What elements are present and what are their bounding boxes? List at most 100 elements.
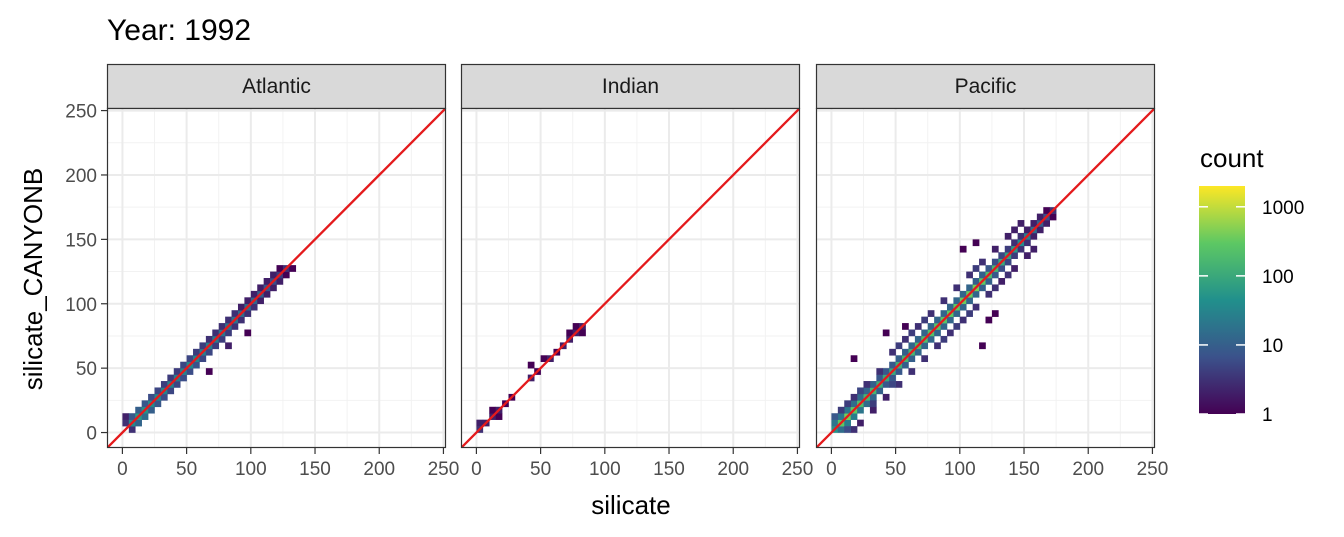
heatmap-bin (914, 335, 922, 343)
heatmap-bin (1030, 232, 1038, 240)
x-tick-label: 150 (299, 459, 331, 480)
heatmap-bin (1036, 213, 1044, 221)
heatmap-bin (231, 323, 239, 330)
y-tick-label: 250 (65, 102, 97, 123)
x-axis-title: silicate (591, 490, 670, 520)
heatmap-bin (921, 342, 929, 350)
heatmap-bin (998, 265, 1006, 272)
heatmap-bin (869, 400, 877, 408)
x-tick-label: 50 (885, 459, 906, 480)
heatmap-bin (225, 329, 232, 337)
heatmap-bin (167, 374, 175, 382)
heatmap-bin (959, 245, 967, 253)
heatmap-bin (946, 303, 954, 311)
facet-strip-label: Pacific (955, 75, 1017, 98)
heatmap-bin (940, 297, 948, 305)
heatmap-bin (186, 368, 194, 375)
heatmap-bin (263, 278, 271, 285)
heatmap-bin (263, 290, 271, 298)
facet-strip-label: Indian (602, 75, 659, 98)
heatmap-bin (857, 387, 864, 395)
heatmap-bin (1036, 226, 1044, 234)
heatmap-bin (244, 329, 252, 337)
heatmap-bin (940, 323, 948, 330)
heatmap-bin (257, 284, 264, 292)
heatmap-bin (876, 374, 884, 382)
heatmap-bin (476, 419, 484, 427)
heatmap-bin (934, 329, 941, 337)
heatmap-bin (882, 329, 890, 337)
heatmap-bin (1011, 252, 1018, 259)
heatmap-bin (953, 297, 961, 305)
heatmap-bin (831, 419, 839, 427)
x-tick-label: 250 (428, 459, 460, 480)
facet-panel-indian: Indian 0 50 100 150 200 250 (460, 63, 813, 480)
heatmap-bin (850, 426, 858, 433)
x-tick-label: 200 (1072, 459, 1104, 480)
heatmap-bin (895, 355, 903, 363)
heatmap-bin (1024, 252, 1031, 259)
heatmap-bin (180, 374, 187, 382)
heatmap-bin (572, 323, 580, 330)
heatmap-bin (895, 342, 903, 350)
heatmap-bin (844, 400, 851, 408)
heatmap-bin (927, 335, 935, 343)
heatmap-bin (902, 361, 909, 369)
heatmap-bin (953, 323, 961, 330)
heatmap-bin (908, 355, 916, 363)
heatmap-bin (180, 361, 187, 369)
heatmap-bin (940, 310, 948, 317)
heatmap-bin (863, 381, 871, 388)
heatmap-bin (991, 245, 999, 253)
x-tick-label: 50 (530, 459, 551, 480)
heatmap-bin (991, 258, 999, 266)
heatmap-bin (148, 406, 155, 414)
color-legend: count 1 10 100 1000 (1199, 143, 1304, 426)
y-tick-label: 50 (76, 359, 97, 380)
heatmap-bin (167, 387, 175, 395)
heatmap-bin (566, 329, 574, 337)
heatmap-bin (889, 374, 896, 382)
x-tick-label: 100 (944, 459, 976, 480)
heatmap-bin (244, 310, 252, 317)
heatmap-bin (1004, 232, 1012, 240)
x-tick-label: 250 (1137, 459, 1169, 480)
heatmap-bin (1024, 226, 1031, 234)
heatmap-bin (972, 239, 980, 247)
heatmap-bin (985, 278, 993, 285)
heatmap-bin (270, 284, 277, 292)
chart-title: Year: 1992 (107, 14, 251, 47)
heatmap-bin (953, 284, 961, 292)
heatmap-bin (231, 310, 239, 317)
facet-panel-pacific: Pacific 0 50 100 150 200 250 (815, 63, 1169, 480)
heatmap-bin (902, 335, 909, 343)
x-tick-label: 200 (363, 459, 395, 480)
panel-border (106, 107, 447, 449)
x-tick-label: 50 (176, 459, 197, 480)
heatmap-bin (857, 419, 864, 427)
heatmap-bin (985, 290, 993, 298)
heatmap-bin (193, 361, 200, 369)
heatmap-bin (199, 355, 207, 363)
heatmap-bin (979, 342, 986, 350)
heatmap-bin (527, 361, 535, 369)
heatmap-bin (186, 355, 194, 363)
heatmap-bin (173, 381, 181, 388)
heatmap-bin (1049, 213, 1057, 221)
heatmap-bin (966, 310, 973, 317)
heatmap-bin (837, 426, 845, 433)
heatmap-bin (972, 303, 980, 311)
heatmap-bin (173, 368, 181, 375)
heatmap-bin (122, 413, 130, 420)
heatmap-bin (1004, 271, 1012, 279)
heatmap-bin (1011, 239, 1018, 247)
heatmap-bin (1004, 258, 1012, 266)
legend-ticks: 1 10 100 1000 (1199, 198, 1304, 426)
heatmap-bin (276, 278, 284, 285)
heatmap-bin (991, 310, 999, 317)
heatmap-bin (876, 387, 884, 395)
heatmap-bin (225, 316, 232, 324)
heatmap-bin (837, 406, 845, 414)
heatmap-bin (921, 316, 929, 324)
heatmap-bin (1011, 226, 1018, 234)
